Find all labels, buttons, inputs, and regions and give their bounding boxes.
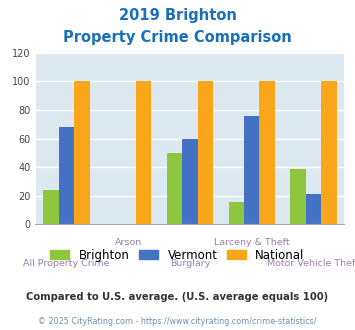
Bar [74, 82, 89, 224]
Text: Larceny & Theft: Larceny & Theft [214, 238, 290, 247]
Text: Burglary: Burglary [170, 259, 210, 268]
Text: Motor Vehicle Theft: Motor Vehicle Theft [267, 259, 355, 268]
Bar [167, 153, 182, 224]
Bar [198, 82, 213, 224]
Bar [182, 139, 198, 224]
Bar [306, 194, 321, 224]
Bar [321, 82, 337, 224]
Text: Compared to U.S. average. (U.S. average equals 100): Compared to U.S. average. (U.S. average … [26, 292, 329, 302]
Bar [290, 169, 306, 224]
Legend: Brighton, Vermont, National: Brighton, Vermont, National [46, 244, 309, 266]
Bar [244, 116, 260, 224]
Bar [260, 82, 275, 224]
Text: © 2025 CityRating.com - https://www.cityrating.com/crime-statistics/: © 2025 CityRating.com - https://www.city… [38, 317, 317, 326]
Bar [229, 202, 244, 224]
Bar [43, 190, 59, 224]
Text: Arson: Arson [115, 238, 142, 247]
Bar [136, 82, 151, 224]
Bar [59, 127, 74, 224]
Text: All Property Crime: All Property Crime [23, 259, 110, 268]
Text: 2019 Brighton: 2019 Brighton [119, 8, 236, 23]
Text: Property Crime Comparison: Property Crime Comparison [63, 30, 292, 45]
